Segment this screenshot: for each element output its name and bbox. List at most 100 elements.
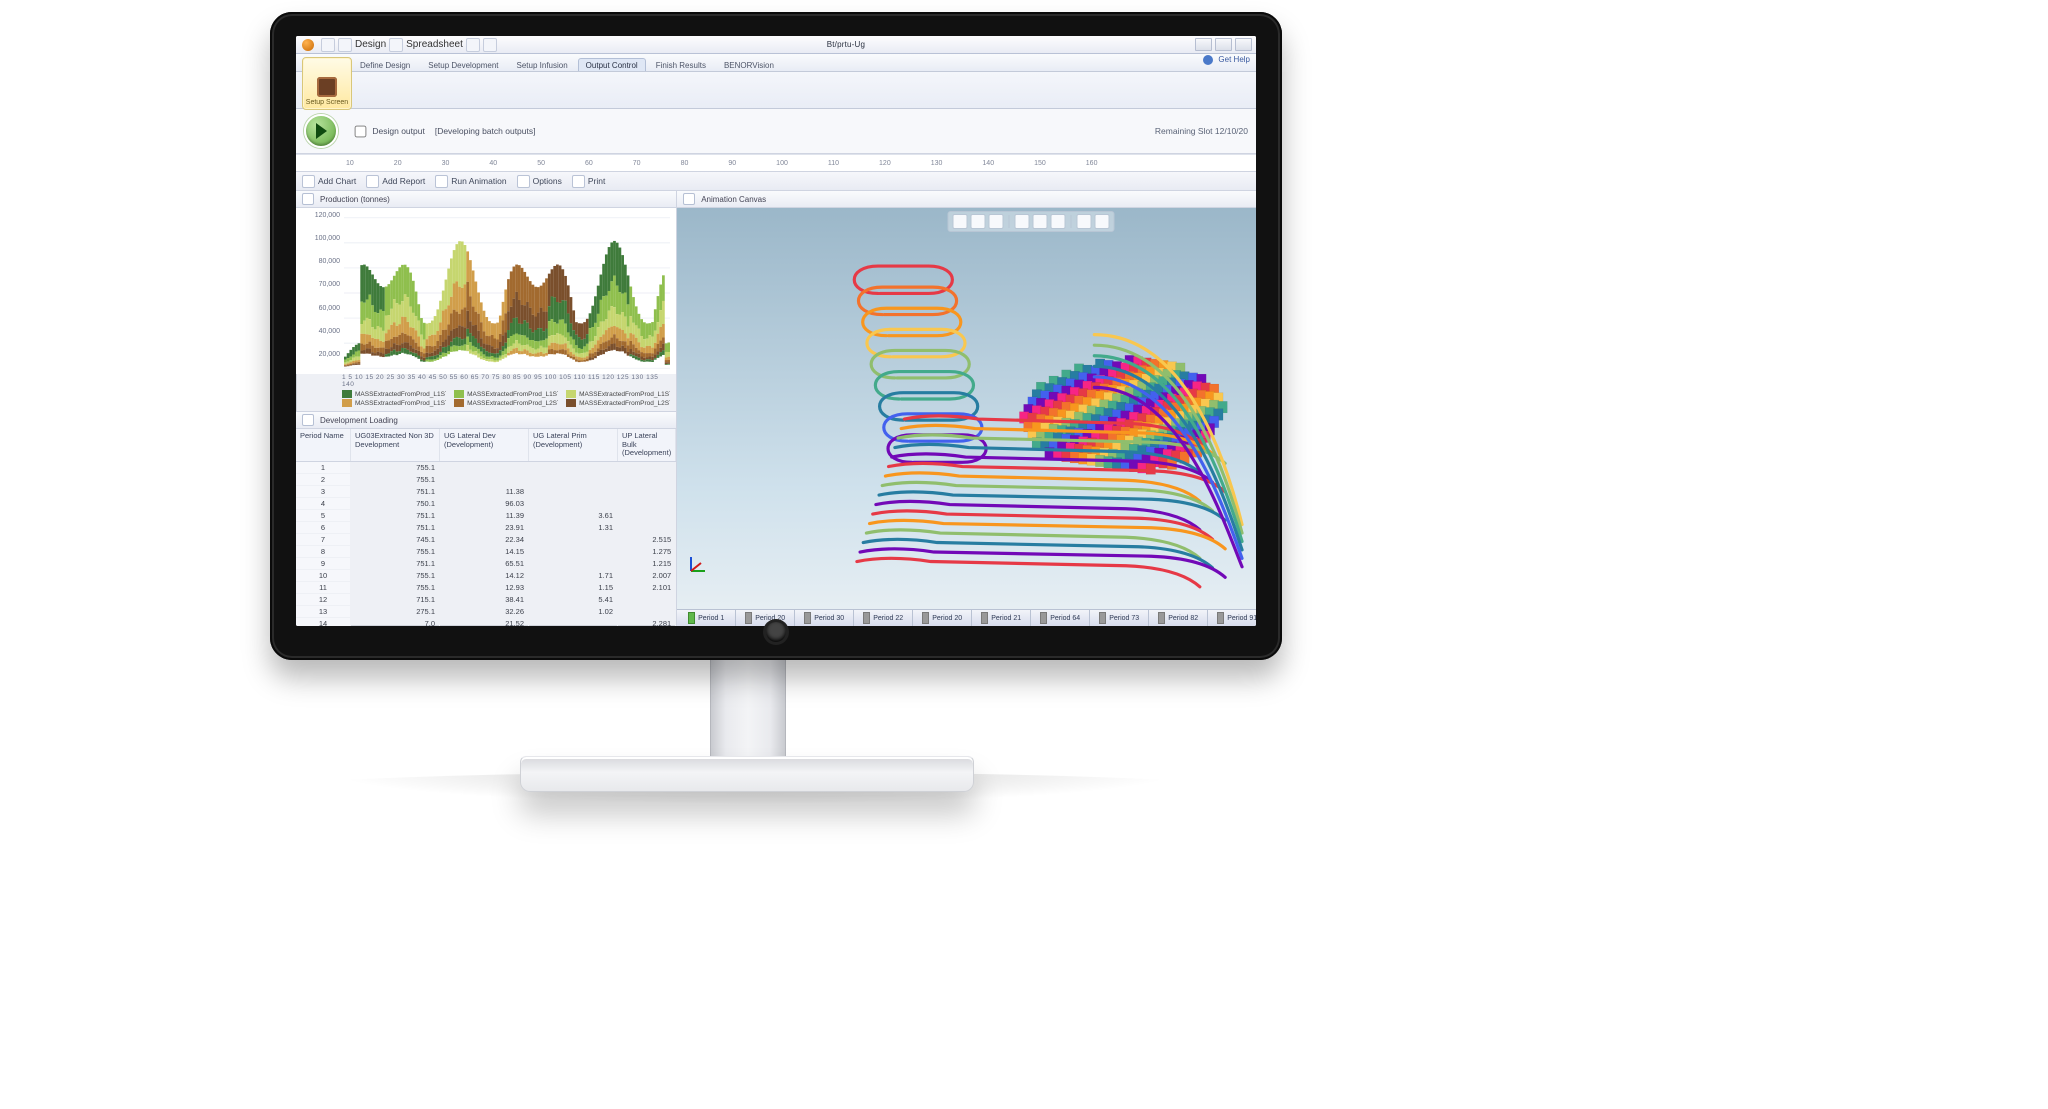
table-body[interactable]: 1755.12755.13751.111.384750.196.035751.1… (296, 462, 676, 626)
quick-access-toolbar: Design Spreadsheet (321, 38, 497, 52)
period-chip[interactable]: Period 82 (1149, 610, 1208, 626)
table-cell: 11 (296, 582, 351, 593)
table-cell (529, 462, 618, 473)
table-row[interactable]: 11755.112.931.152.101 (296, 582, 676, 594)
timeline-tick: 110 (828, 160, 839, 167)
toolbar-icon (435, 175, 448, 188)
design-output-checkbox[interactable] (355, 125, 367, 137)
ytick: 20,000 (296, 351, 340, 374)
table-row[interactable]: 5751.111.393.61 (296, 510, 676, 522)
period-chip[interactable]: Period 73 (1090, 610, 1149, 626)
legend-item[interactable]: MASSExtractedFromProd_L1ST0101 (342, 390, 446, 398)
close-button[interactable] (1235, 38, 1252, 51)
qat-item[interactable] (338, 38, 352, 52)
table-col-header[interactable]: UP Lateral Bulk (Development) (618, 429, 676, 461)
legend-item[interactable]: MASSExtractedFromProd_L1ST0102 (454, 390, 558, 398)
chart-body[interactable]: 120,000100,00080,00070,00060,00040,00020… (296, 208, 676, 374)
legend-item[interactable]: MASSExtractedFromProd_L1ST0104 (342, 399, 446, 407)
table-col-header[interactable]: UG03Extracted Non 3D Development (351, 429, 440, 461)
table-row[interactable]: 8755.114.151.275 (296, 546, 676, 558)
table-cell: 21.52 (440, 618, 529, 626)
table-cell: 65.51 (440, 558, 529, 569)
qat-item[interactable] (483, 38, 497, 52)
app-orb-icon[interactable] (302, 39, 314, 51)
table-cell: 8 (296, 546, 351, 557)
toolbar-icon (572, 175, 585, 188)
period-label: Period 1 (698, 615, 724, 622)
legend-label: MASSExtractedFromProd_L1ST0101 (355, 391, 446, 398)
ribbon-tab[interactable]: Finish Results (648, 58, 714, 71)
table-cell (529, 534, 618, 545)
help-label: Get Help (1218, 55, 1250, 64)
design-output-toggle[interactable]: Design output (348, 125, 425, 138)
table-cell: 6 (296, 522, 351, 533)
table-cell: 2 (296, 474, 351, 485)
period-chip[interactable]: Period 30 (795, 610, 854, 626)
ribbon-tab[interactable]: Setup Development (420, 58, 506, 71)
legend-item[interactable]: MASSExtractedFromProd_L2ST0102 (566, 399, 670, 407)
table-row[interactable]: 147.021.522.281 (296, 618, 676, 626)
batch-output-select[interactable]: [Developing batch outputs] (435, 126, 536, 136)
timeline-axis[interactable]: 102030405060708090100110120130140150160 (296, 154, 1256, 172)
chart-plot[interactable] (344, 212, 670, 374)
ytick: 80,000 (296, 258, 340, 281)
table-col-header[interactable]: UG Lateral Dev (Development) (440, 429, 529, 461)
table-cell: 4 (296, 498, 351, 509)
toolbar-options[interactable]: Options (517, 175, 562, 188)
period-chip[interactable]: Period 64 (1031, 610, 1090, 626)
legend-swatch-icon (454, 399, 464, 407)
legend-label: MASSExtractedFromProd_L1ST0102 (467, 391, 558, 398)
qat-item[interactable] (321, 38, 335, 52)
chart-title: Production (tonnes) (320, 195, 390, 204)
table-row[interactable]: 4750.196.03 (296, 498, 676, 510)
ribbon-tab[interactable]: Output Control (578, 58, 646, 71)
table-row[interactable]: 7745.122.342.515 (296, 534, 676, 546)
table-cell: 3.61 (529, 510, 618, 521)
table-col-header[interactable]: Period Name (296, 429, 351, 461)
ribbon-tab[interactable]: Define Design (352, 58, 418, 71)
qat-item[interactable] (389, 38, 403, 52)
table-row[interactable]: 9751.165.511.215 (296, 558, 676, 570)
table-row[interactable]: 2755.1 (296, 474, 676, 486)
table-row[interactable]: 13275.132.261.02 (296, 606, 676, 618)
table-cell: 1.275 (618, 546, 676, 557)
table-row[interactable]: 12715.138.415.41 (296, 594, 676, 606)
table-row[interactable]: 3751.111.38 (296, 486, 676, 498)
legend-label: MASSExtractedFromProd_L1ST0104 (355, 400, 446, 407)
toolbar-run-animation[interactable]: Run Animation (435, 175, 506, 188)
help-link[interactable]: Get Help (1203, 55, 1250, 65)
table-row[interactable]: 6751.123.911.31 (296, 522, 676, 534)
play-button[interactable] (304, 114, 338, 148)
toolbar-print[interactable]: Print (572, 175, 605, 188)
period-chip[interactable]: Period 20 (736, 610, 795, 626)
toolbar-add-report[interactable]: Add Report (366, 175, 425, 188)
chart-icon (302, 193, 314, 205)
chart-header: Production (tonnes) (296, 191, 676, 208)
toolbar-add-chart[interactable]: Add Chart (302, 175, 356, 188)
timeline-tick: 20 (394, 160, 402, 167)
maximize-button[interactable] (1215, 38, 1232, 51)
minimize-button[interactable] (1195, 38, 1212, 51)
qat-item[interactable] (466, 38, 480, 52)
period-chip[interactable]: Period 91 (1208, 610, 1256, 626)
period-label: Period 20 (932, 615, 962, 622)
legend-label: MASSExtractedFromProd_L2ST0101 (467, 400, 558, 407)
period-chip[interactable]: Period 1 (677, 610, 736, 626)
setup-screen-button[interactable]: Setup Screen (302, 57, 352, 110)
table-col-header[interactable]: UG Lateral Prim (Development) (529, 429, 618, 461)
table-row[interactable]: 10755.114.121.712.007 (296, 570, 676, 582)
viewport-3d[interactable] (677, 208, 1256, 609)
table-row[interactable]: 1755.1 (296, 462, 676, 474)
viewport-header: Animation Canvas (677, 191, 1256, 208)
right-column: Animation Canvas Pe (677, 191, 1256, 626)
period-chip[interactable]: Period 20 (913, 610, 972, 626)
period-chip[interactable]: Period 21 (972, 610, 1031, 626)
design-output-label: Design output (372, 125, 424, 135)
period-chip[interactable]: Period 22 (854, 610, 913, 626)
ribbon-tab[interactable]: Setup Infusion (509, 58, 576, 71)
legend-item[interactable]: MASSExtractedFromProd_L2ST0101 (454, 399, 558, 407)
legend-item[interactable]: MASSExtractedFromProd_L1ST0103 (566, 390, 670, 398)
period-legend-bar[interactable]: Period 1Period 20Period 30Period 22Perio… (677, 609, 1256, 626)
ribbon-tab[interactable]: BENORVision (716, 58, 782, 71)
timeline-tick: 80 (681, 160, 689, 167)
